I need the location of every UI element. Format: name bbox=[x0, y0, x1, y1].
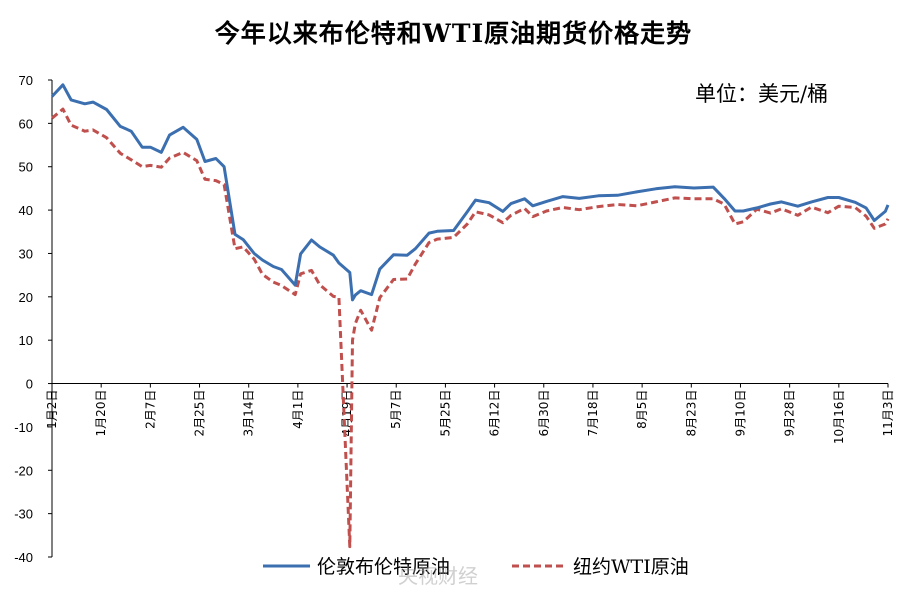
x-tick-label: 5月25日 bbox=[438, 390, 452, 437]
y-tick-label: 0 bbox=[26, 377, 33, 392]
x-tick-label: 6月30日 bbox=[537, 390, 551, 437]
x-tick-label: 11月3日 bbox=[881, 390, 895, 437]
x-tick-label: 3月14日 bbox=[242, 390, 256, 437]
y-tick-label: -20 bbox=[14, 463, 33, 478]
y-tick-label: -30 bbox=[14, 507, 33, 522]
series-line-brent bbox=[50, 83, 890, 302]
y-tick-label: 20 bbox=[19, 290, 33, 305]
y-tick-label: 40 bbox=[19, 203, 33, 218]
x-tick-label: 1月20日 bbox=[94, 390, 108, 437]
y-axis-ticks: 70 60 50 40 30 20 10 0 -10 -20 -30 -40 bbox=[14, 73, 52, 565]
y-tick-label: 60 bbox=[19, 116, 33, 131]
x-tick-label: 7月18日 bbox=[586, 390, 600, 437]
legend: 伦敦布伦特原油 纽约WTI原油 bbox=[263, 556, 689, 578]
watermark: 央视财经 bbox=[398, 564, 478, 588]
legend-label-brent: 伦敦布伦特原油 bbox=[317, 556, 450, 578]
y-tick-label: 70 bbox=[19, 73, 33, 88]
x-axis-ticks: 1月2日 1月20日 2月7日 2月25日 3月14日 4月1日 4月19日 5月7日 5月25… bbox=[45, 383, 895, 445]
x-tick-label: 9月28日 bbox=[783, 390, 797, 437]
axes bbox=[51, 80, 888, 557]
unit-label: 单位：美元/桶 bbox=[695, 82, 829, 106]
x-tick-label: 4月1日 bbox=[291, 390, 305, 429]
chart-title: 今年以来布伦特和WTI原油期货价格走势 bbox=[214, 19, 693, 48]
x-tick-label: 6月12日 bbox=[488, 390, 502, 437]
y-tick-label: 30 bbox=[19, 246, 33, 261]
x-tick-label: 2月7日 bbox=[143, 390, 157, 429]
x-tick-label: 8月23日 bbox=[684, 390, 698, 437]
y-tick-label: 50 bbox=[19, 160, 33, 175]
x-tick-label: 2月25日 bbox=[193, 390, 207, 437]
x-tick-label: 9月10日 bbox=[733, 390, 747, 437]
x-tick-label: 5月7日 bbox=[389, 390, 403, 429]
x-tick-label: 1月2日 bbox=[45, 390, 59, 429]
y-tick-label: 10 bbox=[19, 333, 33, 348]
x-tick-label: 8月5日 bbox=[635, 390, 649, 429]
x-tick-label: 10月16日 bbox=[832, 390, 846, 445]
series-lines bbox=[50, 83, 890, 549]
series-line-wti bbox=[51, 107, 890, 549]
legend-label-wti: 纽约WTI原油 bbox=[573, 556, 689, 578]
y-tick-label: -10 bbox=[14, 420, 33, 435]
y-tick-label: -40 bbox=[14, 550, 33, 565]
